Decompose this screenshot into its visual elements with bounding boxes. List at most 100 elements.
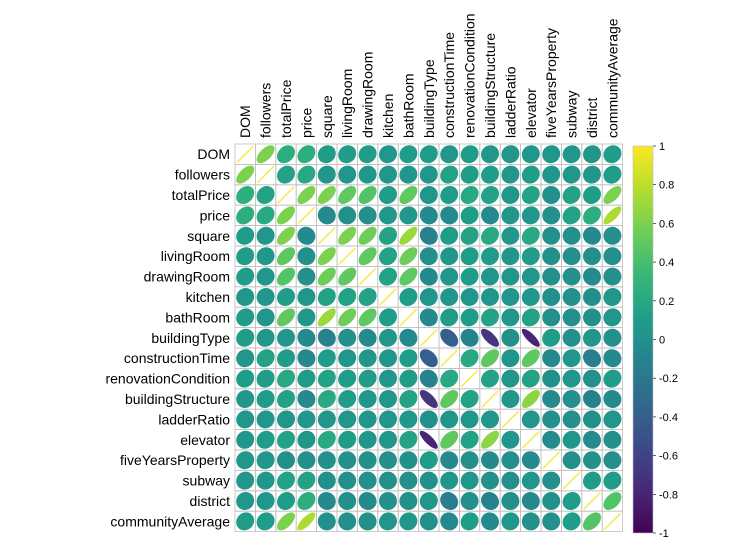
corr-elevator-fiveYearsProperty [542, 430, 561, 449]
corr-square-kitchen [378, 226, 397, 245]
corr-district-followers [256, 491, 275, 510]
corr-renovationCondition-followers [256, 369, 275, 388]
corr-livingRoom-renovationCondition [460, 247, 479, 266]
corr-fiveYearsProperty-buildingType [419, 451, 438, 470]
corr-followers-price [297, 165, 316, 184]
corr-elevator-totalPrice [277, 430, 296, 449]
colorbar-tick-label: -0.8 [659, 489, 678, 501]
colorbar-tick-label: 0 [659, 335, 665, 347]
corr-communityAverage-buildingType [419, 512, 438, 531]
corr-renovationCondition-communityAverage [603, 369, 622, 388]
colorbar-tick-label: -0.2 [659, 373, 678, 385]
corr-drawingRoom-buildingStructure [480, 267, 499, 286]
corr-elevator-kitchen [378, 430, 397, 449]
corr-DOM-subway [562, 145, 581, 164]
corr-subway-buildingStructure [481, 471, 499, 490]
corr-district-ladderRatio [501, 492, 520, 510]
corr-buildingStructure-totalPrice [277, 390, 296, 409]
colorbar-tick-label: 0.8 [659, 180, 674, 192]
row-label-district: district [190, 493, 231, 509]
correlation-cells [234, 143, 624, 533]
corr-square-bathRoom [399, 226, 418, 245]
corr-renovationCondition-buildingStructure [481, 369, 500, 388]
corr-elevator-constructionTime [440, 430, 459, 449]
corr-subway-livingRoom [338, 471, 357, 490]
corr-bathRoom-totalPrice [277, 308, 296, 327]
corr-fiveYearsProperty-renovationCondition [460, 451, 479, 470]
corr-followers-district [583, 165, 602, 184]
corr-followers-kitchen [379, 165, 398, 184]
corr-livingRoom-communityAverage [603, 247, 622, 266]
corr-price-kitchen [379, 206, 398, 225]
corr-buildingStructure-elevator [521, 390, 540, 409]
corr-ladderRatio-DOM [236, 410, 255, 429]
corr-constructionTime-DOM [236, 349, 255, 368]
row-label-totalPrice: totalPrice [172, 187, 231, 203]
corr-buildingStructure-ladderRatio [501, 389, 520, 408]
corr-ladderRatio-kitchen [378, 410, 397, 429]
column-label-square: square [319, 95, 335, 138]
corr-district-drawingRoom [358, 491, 377, 510]
corr-elevator-price [297, 430, 316, 449]
corr-totalPrice-subway [562, 186, 581, 205]
corr-district-constructionTime [440, 492, 459, 511]
diagonal-mark-buildingStructure [481, 390, 499, 408]
corr-square-district [583, 226, 602, 245]
corr-DOM-livingRoom [338, 145, 357, 164]
corr-totalPrice-elevator [521, 186, 540, 205]
corr-communityAverage-followers [256, 512, 275, 531]
cell-border-communityAverage-communityAverage [601, 510, 624, 533]
row-label-buildingStructure: buildingStructure [125, 391, 230, 407]
corr-DOM-price [297, 145, 316, 164]
corr-totalPrice-DOM [236, 185, 255, 204]
row-label-DOM: DOM [197, 146, 230, 162]
corr-followers-drawingRoom [358, 165, 377, 184]
corr-fiveYearsProperty-livingRoom [338, 451, 357, 470]
corr-square-followers [256, 226, 275, 245]
colorbar-tick-label: 0.4 [659, 257, 674, 269]
corr-buildingStructure-square [317, 390, 336, 409]
column-label-ladderRatio: ladderRatio [502, 66, 518, 138]
corr-renovationCondition-buildingType [419, 369, 438, 388]
corr-followers-bathRoom [399, 165, 418, 184]
corr-DOM-bathRoom [399, 145, 418, 164]
corr-fiveYearsProperty-ladderRatio [501, 451, 520, 470]
colorbar-tick-label: 0.2 [659, 296, 674, 308]
row-labels: DOM followers totalPrice price square livingR… [105, 146, 230, 529]
corr-ladderRatio-subway [562, 410, 581, 429]
corr-followers-subway [562, 165, 581, 184]
corr-buildingType-district [583, 328, 602, 347]
corr-bathRoom-buildingStructure [481, 308, 500, 327]
corr-communityAverage-kitchen [379, 512, 398, 531]
corr-price-buildingStructure [480, 206, 499, 225]
corr-drawingRoom-livingRoom [338, 267, 357, 286]
corr-livingRoom-kitchen [378, 247, 397, 266]
colorbar-tick-label: -0.4 [659, 412, 678, 424]
corr-totalPrice-renovationCondition [460, 185, 479, 204]
corr-price-ladderRatio [501, 206, 520, 225]
corr-livingRoom-DOM [236, 247, 255, 266]
corr-bathRoom-constructionTime [440, 308, 459, 327]
corr-followers-renovationCondition [460, 165, 479, 184]
corr-elevator-subway [562, 430, 581, 449]
diagonal-mark-followers [256, 165, 275, 184]
corr-DOM-buildingStructure [481, 145, 500, 164]
corr-constructionTime-price [297, 349, 316, 368]
corr-drawingRoom-buildingType [419, 267, 438, 286]
corr-bathRoom-subway [562, 308, 581, 327]
corr-livingRoom-fiveYearsProperty [542, 247, 561, 266]
corr-renovationCondition-district [583, 369, 601, 388]
corr-DOM-district [583, 145, 602, 164]
row-label-livingRoom: livingRoom [161, 248, 230, 264]
corr-fiveYearsProperty-elevator [521, 451, 540, 470]
corr-subway-price [297, 471, 316, 490]
diagonal-mark-kitchen [379, 288, 397, 306]
corr-constructionTime-totalPrice [277, 349, 296, 368]
corr-drawingRoom-communityAverage [603, 267, 622, 286]
column-label-drawingRoom: drawingRoom [360, 52, 376, 138]
colorbar: 1 0.8 0.6 0.4 0.2 0 -0.2 -0.4 -0.6 -0.8 -1 [632, 141, 678, 540]
corr-ladderRatio-renovationCondition [460, 410, 479, 429]
corr-ladderRatio-buildingType [419, 410, 438, 429]
corr-kitchen-livingRoom [338, 288, 357, 307]
corr-district-communityAverage [603, 492, 622, 511]
